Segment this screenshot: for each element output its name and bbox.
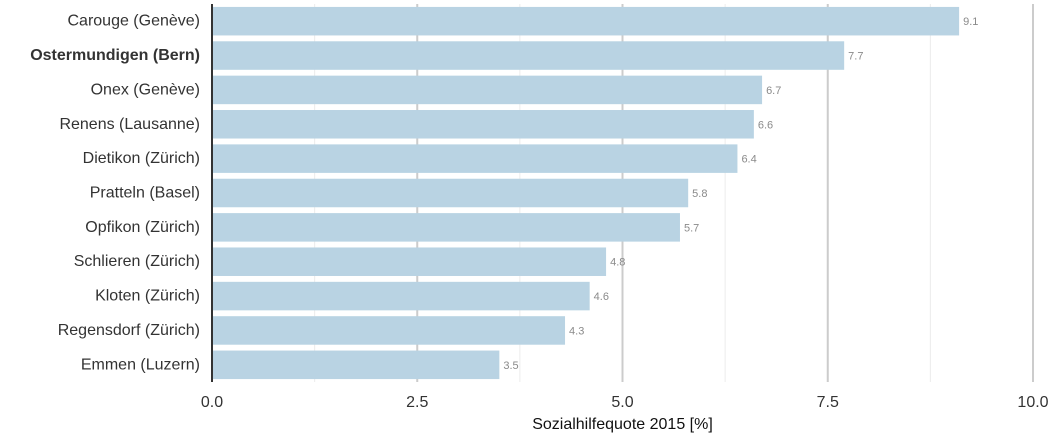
bar xyxy=(212,281,590,311)
value-label: 4.6 xyxy=(594,291,609,303)
value-label: 4.8 xyxy=(610,257,625,269)
bar xyxy=(212,41,845,70)
bar xyxy=(212,75,763,105)
value-label: 7.7 xyxy=(848,51,863,63)
x-axis-title: Sozialhilfequote 2015 [%] xyxy=(532,416,713,433)
x-tick-label: 5.0 xyxy=(611,394,633,411)
category-labels: Carouge (Genève) Ostermundigen (Bern) Onex… xyxy=(30,13,200,374)
x-tick-label: 2.5 xyxy=(406,394,428,411)
x-tick-labels: 0.0 2.5 5.0 7.5 10.0 xyxy=(201,394,1049,411)
category-label: Pratteln (Basel) xyxy=(90,185,200,202)
category-label: Carouge (Genève) xyxy=(67,13,200,30)
x-tick-label: 7.5 xyxy=(817,394,839,411)
bar xyxy=(212,213,680,242)
value-label: 9.1 xyxy=(963,16,978,28)
value-label: 5.8 xyxy=(692,188,707,200)
category-label: Kloten (Zürich) xyxy=(95,288,200,305)
bars-group xyxy=(212,6,960,380)
bar xyxy=(212,350,500,380)
category-label: Schlieren (Zürich) xyxy=(74,253,200,270)
category-label: Renens (Lausanne) xyxy=(59,116,200,133)
bar xyxy=(212,178,689,208)
bar xyxy=(212,247,607,276)
x-tick-label: 0.0 xyxy=(201,394,223,411)
category-label: Opfikon (Zürich) xyxy=(85,219,200,236)
bar xyxy=(212,6,960,36)
value-label: 6.7 xyxy=(766,85,781,97)
bar xyxy=(212,110,754,139)
value-label: 3.5 xyxy=(503,360,518,372)
value-label: 5.7 xyxy=(684,222,699,234)
value-labels: 9.1 7.7 6.7 6.6 6.4 5.8 5.7 4.8 4.6 4.3 3.5 xyxy=(503,16,978,372)
bar xyxy=(212,144,738,173)
x-tick-label: 10.0 xyxy=(1017,394,1048,411)
category-label: Regensdorf (Zürich) xyxy=(58,322,200,339)
value-label: 6.6 xyxy=(758,119,773,131)
category-label: Emmen (Luzern) xyxy=(81,356,200,373)
category-label: Dietikon (Zürich) xyxy=(83,150,200,167)
category-label: Ostermundigen (Bern) xyxy=(30,47,200,64)
value-label: 4.3 xyxy=(569,325,584,337)
category-label: Onex (Genève) xyxy=(91,81,200,98)
value-label: 6.4 xyxy=(741,154,756,166)
bar xyxy=(212,316,566,345)
